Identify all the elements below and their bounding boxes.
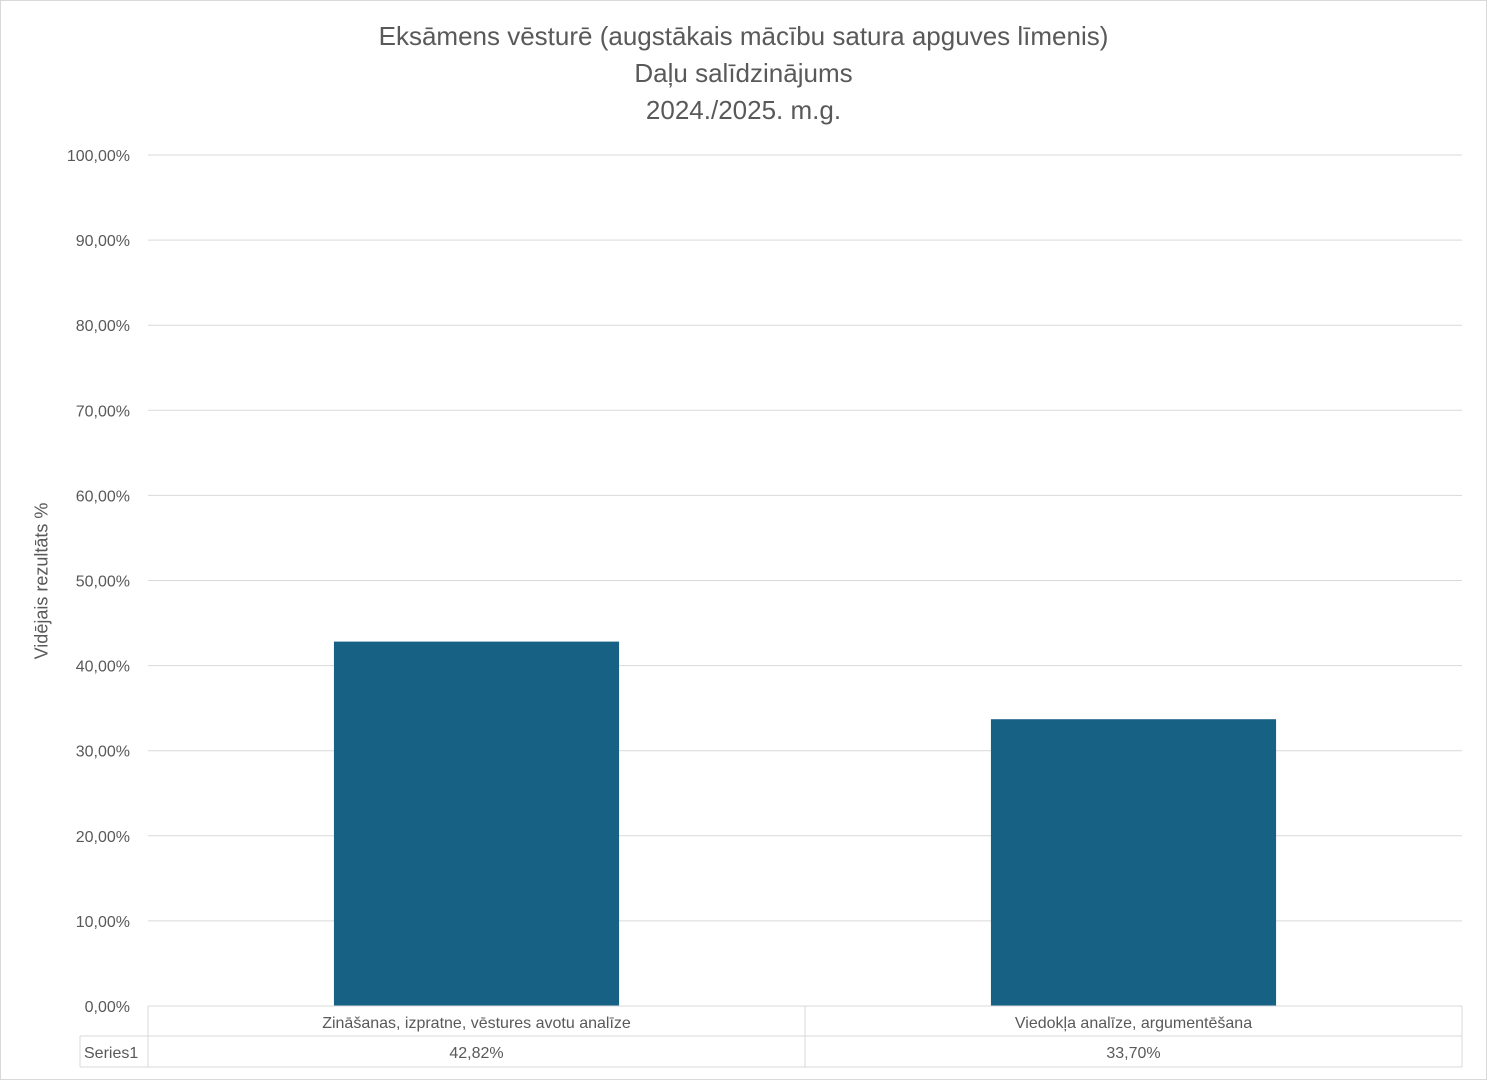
chart-title-line-3: 2024./2025. m.g. (645, 95, 842, 125)
bars (333, 641, 1277, 1006)
chart-title-line-1: Eksāmens vēsturē (augstākais mācību satu… (378, 21, 1109, 51)
y-tick-label: 100,00% (67, 148, 130, 165)
y-tick-label: 70,00% (76, 403, 130, 420)
y-tick-label: 20,00% (76, 829, 130, 846)
y-tick-label: 60,00% (76, 488, 130, 505)
x-tick-label: Zināšanas, izpratne, vēstures avotu anal… (322, 1015, 631, 1032)
y-tick-label: 90,00% (76, 233, 130, 250)
y-tick-label: 80,00% (76, 318, 130, 335)
y-tick-label: 10,00% (76, 914, 130, 931)
data-value-label: 33,70% (1106, 1045, 1160, 1062)
y-tick-label: 0,00% (85, 999, 130, 1016)
bar (333, 641, 620, 1006)
data-value-label: 42,82% (449, 1045, 503, 1062)
y-tick-labels: 0,00% 10,00% 20,00% 30,00% 40,00% 50,00% 60,00… (67, 148, 130, 1016)
bar (990, 719, 1277, 1006)
data-table: Zināšanas, izpratne, vēstures avotu anal… (79, 1005, 1463, 1068)
y-tick-label: 40,00% (76, 659, 130, 676)
chart-title-line-2: Daļu salīdzinājums (634, 58, 853, 88)
chart-title: Eksāmens vēsturē (augstākais mācību satu… (0, 18, 1487, 129)
y-tick-label: 30,00% (76, 744, 130, 761)
series-name-label: Series1 (84, 1045, 138, 1062)
y-tick-label: 50,00% (76, 574, 130, 591)
x-tick-label: Viedokļa analīze, argumentēšana (1015, 1015, 1252, 1032)
